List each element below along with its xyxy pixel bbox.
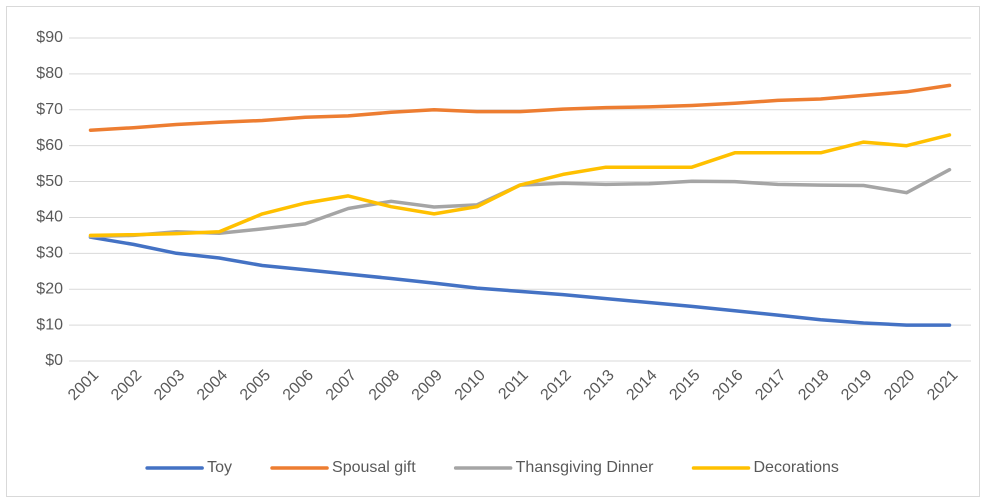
y-tick-label: $80 <box>36 65 63 82</box>
y-tick-label: $50 <box>36 173 63 190</box>
y-tick-label: $30 <box>36 245 63 262</box>
line-series <box>88 235 952 327</box>
legend-label: Toy <box>207 459 232 476</box>
y-tick-label: $60 <box>36 137 63 154</box>
line-series <box>88 83 952 132</box>
legend-label: Spousal gift <box>332 459 416 476</box>
y-tick-label: $0 <box>45 352 63 369</box>
y-tick-label: $40 <box>36 209 63 226</box>
line-series <box>88 133 952 238</box>
y-tick-label: $10 <box>36 316 63 333</box>
legend-label: Thansgiving Dinner <box>516 459 655 476</box>
chart-border <box>6 6 980 497</box>
y-tick-label: $70 <box>36 101 63 118</box>
y-tick-label: $90 <box>36 29 63 46</box>
y-tick-label: $20 <box>36 280 63 297</box>
legend-label: Decorations <box>754 459 839 476</box>
